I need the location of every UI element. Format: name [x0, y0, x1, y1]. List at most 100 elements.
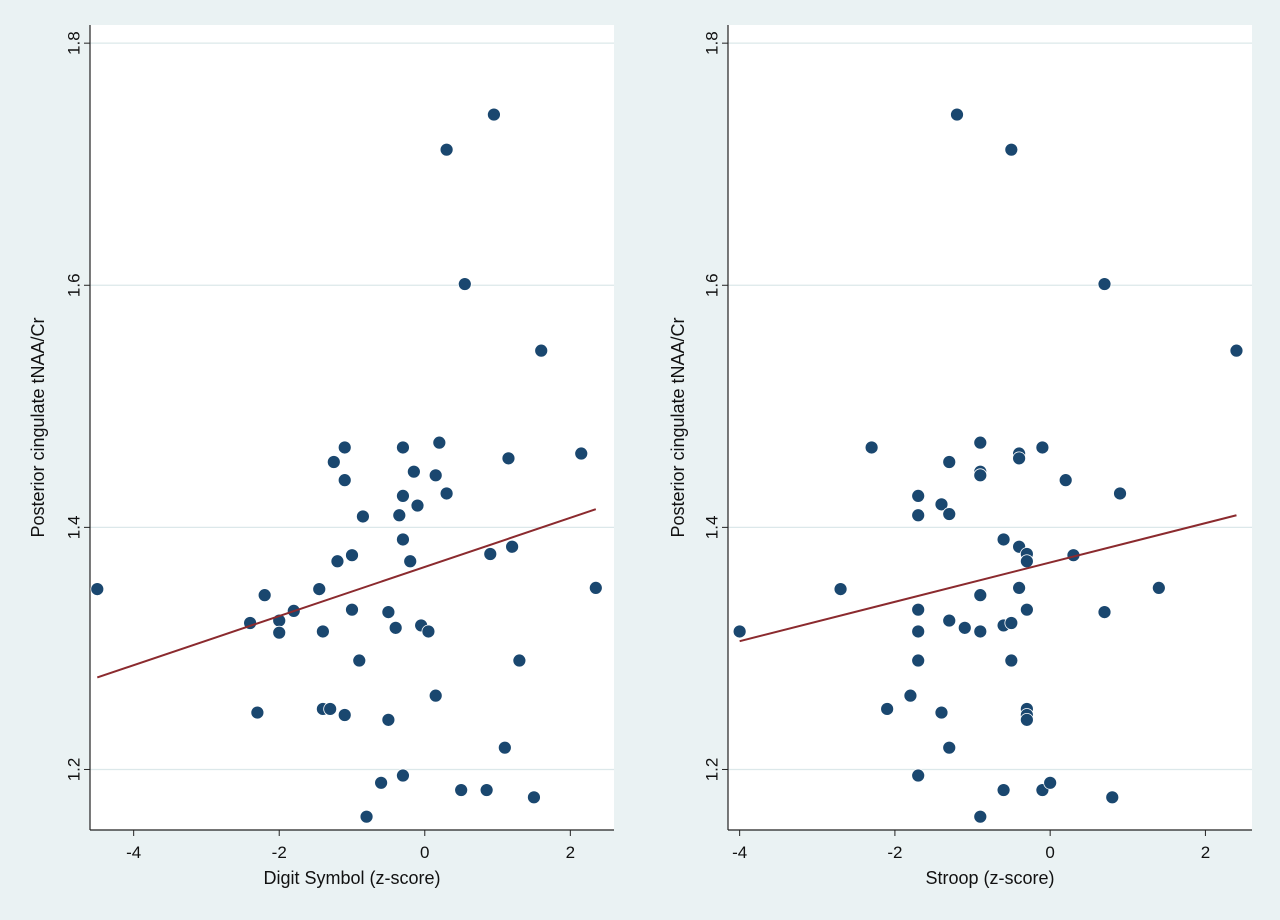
- y-tick-label: 1.6: [64, 273, 83, 297]
- scatter-point: [996, 532, 1011, 547]
- scatter-point: [359, 809, 374, 824]
- x-tick-label: -4: [126, 843, 141, 862]
- scatter-point: [903, 688, 918, 703]
- scatter-point: [479, 783, 494, 797]
- scatter-point: [439, 486, 454, 501]
- scatter-point: [483, 547, 498, 561]
- scatter-point: [272, 625, 287, 640]
- scatter-point: [457, 277, 472, 291]
- x-axis-title: Digit Symbol (z-score): [263, 868, 440, 888]
- x-tick-label: 2: [1201, 843, 1210, 862]
- scatter-point: [942, 613, 957, 628]
- scatter-point: [934, 705, 949, 720]
- fit-line: [96, 508, 597, 679]
- x-tick-label: -4: [732, 843, 747, 862]
- chart-panel-2: 1.2 1.4 1.6 1.8 -4 -2 0 2 Stroop (z-score) Poster…: [668, 25, 1252, 888]
- y-tick-label: 1.8: [702, 31, 721, 55]
- scatter-point: [487, 107, 501, 122]
- scatter-point: [1151, 580, 1166, 595]
- scatter-point: [1012, 451, 1027, 466]
- scatter-point: [257, 588, 272, 603]
- scatter-point: [315, 624, 330, 639]
- x-tick-label: -2: [272, 843, 287, 862]
- scatter-point: [396, 440, 410, 455]
- scatter-point: [403, 554, 418, 569]
- scatter-point: [950, 107, 964, 122]
- scatter-point: [312, 582, 327, 597]
- y-tick-label: 1.6: [702, 273, 721, 297]
- scatter-point: [1019, 554, 1034, 569]
- scatter-point: [1043, 775, 1058, 790]
- scatter-point: [454, 783, 469, 797]
- scatter-point: [250, 705, 265, 720]
- scatter-point: [1113, 486, 1127, 501]
- chart-panel-1: 1.2 1.4 1.6 1.8 -4 -2 0 2 Digit Symbol (z-score)…: [28, 25, 614, 888]
- scatter-point: [911, 602, 926, 617]
- scatter-point: [428, 688, 443, 703]
- scatter-point: [880, 702, 895, 716]
- scatter-point: [1019, 602, 1034, 617]
- scatter-point: [833, 582, 848, 597]
- scatter-point: [973, 468, 988, 483]
- scatter-point: [1004, 616, 1019, 630]
- scatter-point: [911, 508, 926, 523]
- scatter-point: [1229, 343, 1244, 358]
- scatter-point: [374, 775, 389, 790]
- scatter-point: [505, 539, 520, 554]
- scatter-point: [330, 554, 345, 569]
- scatter-point: [421, 624, 436, 639]
- scatter-point: [90, 582, 105, 597]
- scatter-point: [512, 653, 527, 668]
- x-tick-label: -2: [887, 843, 902, 862]
- scatter-point: [326, 455, 341, 469]
- scatter-point: [957, 620, 972, 635]
- scatter-point: [942, 507, 957, 521]
- y-tick-label: 1.2: [702, 758, 721, 782]
- scatter-point: [942, 455, 957, 469]
- scatter-point: [574, 446, 589, 461]
- scatter-point: [497, 740, 512, 755]
- scatter-point: [1058, 473, 1073, 488]
- scatter-point: [732, 624, 747, 639]
- scatter-point: [356, 509, 370, 524]
- scatter-point: [1012, 580, 1027, 595]
- scatter-point: [973, 624, 988, 639]
- scatter-point: [934, 497, 949, 512]
- scatter-point: [352, 653, 367, 668]
- scatter-point: [911, 653, 926, 668]
- scatter-point: [381, 712, 396, 727]
- scatter-point: [973, 809, 988, 824]
- y-tick-label: 1.4: [64, 516, 83, 540]
- scatter-point: [396, 488, 410, 503]
- scatter-point: [1105, 790, 1120, 805]
- scatter-point: [428, 468, 443, 483]
- scatter-point: [1097, 277, 1112, 291]
- y-tick-label: 1.4: [702, 516, 721, 540]
- scatter-point: [406, 464, 421, 479]
- plot-area: [728, 25, 1252, 830]
- fit-line: [739, 514, 1237, 643]
- y-axis-title: Posterior cingulate tNAA/Cr: [28, 317, 48, 537]
- scatter-point: [396, 532, 410, 547]
- x-tick-label: 0: [1045, 843, 1054, 862]
- scatter-point: [345, 548, 359, 563]
- scatter-point: [388, 620, 403, 635]
- scatter-point: [911, 624, 926, 639]
- y-axis-title: Posterior cingulate tNAA/Cr: [668, 317, 688, 537]
- scatter-point: [911, 488, 926, 503]
- scatter-point: [392, 508, 407, 523]
- scatter-point: [942, 740, 957, 755]
- scatter-point: [323, 702, 338, 716]
- scatter-point: [337, 440, 352, 455]
- x-tick-label: 2: [566, 843, 575, 862]
- scatter-point: [534, 343, 549, 358]
- scatter-point: [1004, 653, 1019, 668]
- scatter-point: [864, 440, 879, 455]
- y-tick-label: 1.2: [64, 758, 83, 782]
- x-axis-title: Stroop (z-score): [925, 868, 1054, 888]
- scatter-point: [337, 473, 352, 488]
- plot-area: [90, 25, 614, 830]
- scatter-point: [973, 588, 988, 603]
- scatter-point: [911, 768, 926, 783]
